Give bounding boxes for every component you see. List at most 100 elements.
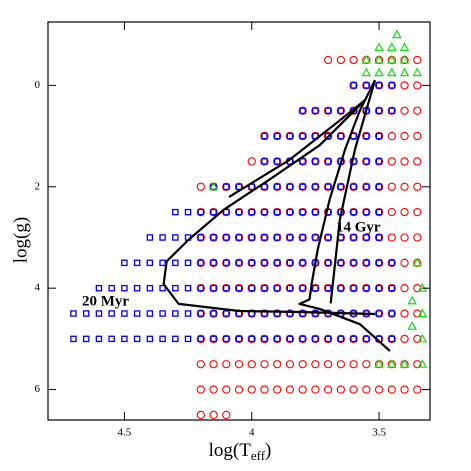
marker-circle [222,284,231,293]
marker-square [375,234,383,241]
marker-circle [298,360,307,369]
marker-square [82,335,90,343]
marker-triangle [374,54,384,64]
marker-square [172,284,179,292]
marker-circle [374,182,384,191]
marker-circle [400,309,409,318]
marker-square [375,132,383,140]
marker-circle [374,106,384,115]
marker-circle [247,309,256,318]
marker-square [273,335,281,343]
marker-circle [273,284,282,293]
marker-square [159,259,166,267]
marker-circle [209,233,218,242]
marker-square [337,107,345,114]
marker-circle [362,385,371,394]
marker-square [197,208,205,216]
marker-circle [349,55,358,65]
marker-square [235,234,243,241]
marker-square [324,335,332,343]
marker-circle [362,182,371,191]
marker-square [375,82,383,89]
marker-square [273,234,281,241]
marker-circle [196,207,205,217]
marker-circle [273,334,282,344]
marker-circle [260,284,269,293]
x-axis-label-part: ) [265,440,271,461]
marker-square [337,183,345,191]
marker-circle [349,258,358,267]
marker-circle [349,284,358,293]
marker-triangle [387,54,397,64]
marker-triangle [399,359,410,368]
marker-circle [336,258,346,267]
marker-square [197,310,205,317]
marker-circle [400,81,409,90]
isochrone [228,99,366,198]
marker-circle [387,233,396,242]
marker-square [235,208,243,216]
marker-circle [273,207,282,217]
y-axis-label: log(g) [10,217,31,263]
marker-circle [273,258,282,267]
marker-circle [196,360,205,369]
marker-circle [247,233,256,242]
marker-square [146,284,154,292]
marker-circle [209,385,218,394]
marker-circle [374,131,384,141]
marker-square [210,310,217,317]
marker-circle [362,131,371,141]
marker-circle [222,385,231,394]
marker-circle [209,207,218,217]
marker-square [299,234,306,241]
marker-circle [285,284,295,293]
marker-circle [349,360,358,369]
marker-square [159,310,166,317]
marker-circle [387,81,396,90]
marker-square [133,259,141,267]
marker-circle [260,309,269,318]
marker-circle [222,233,231,242]
marker-square [299,208,306,216]
marker-circle [400,258,409,267]
marker-circle [260,157,269,166]
marker-circle [323,360,333,369]
marker-circle [273,182,282,191]
marker-square [146,259,154,267]
marker-square [210,335,217,343]
marker-square [133,335,141,343]
marker-circle [247,258,256,267]
marker-triangle [361,67,372,77]
marker-square [375,158,383,165]
marker-square [133,284,141,292]
marker-circle [298,284,307,293]
marker-circle [374,284,384,293]
marker-circle [209,284,218,293]
marker-circle [349,106,358,115]
marker-square [273,158,281,165]
marker-square [324,234,332,241]
marker-circle [400,233,409,242]
marker-triangle [387,42,397,51]
marker-square [261,132,268,140]
marker-circle [323,157,333,166]
marker-circle [374,81,384,90]
marker-triangle [399,54,410,64]
marker-circle [400,182,409,191]
annotation: 20 Myr [82,293,129,309]
marker-square [388,335,396,343]
marker-triangle [412,257,422,267]
marker-square [363,335,370,343]
marker-circle [247,360,256,369]
marker-circle [400,334,409,344]
marker-square [363,284,370,292]
marker-square [324,259,332,267]
marker-square [324,132,332,140]
marker-square [70,335,77,343]
marker-circle [260,258,269,267]
marker-circle [336,131,346,141]
marker-square [388,259,396,267]
marker-circle [323,385,333,394]
marker-square [286,259,294,267]
